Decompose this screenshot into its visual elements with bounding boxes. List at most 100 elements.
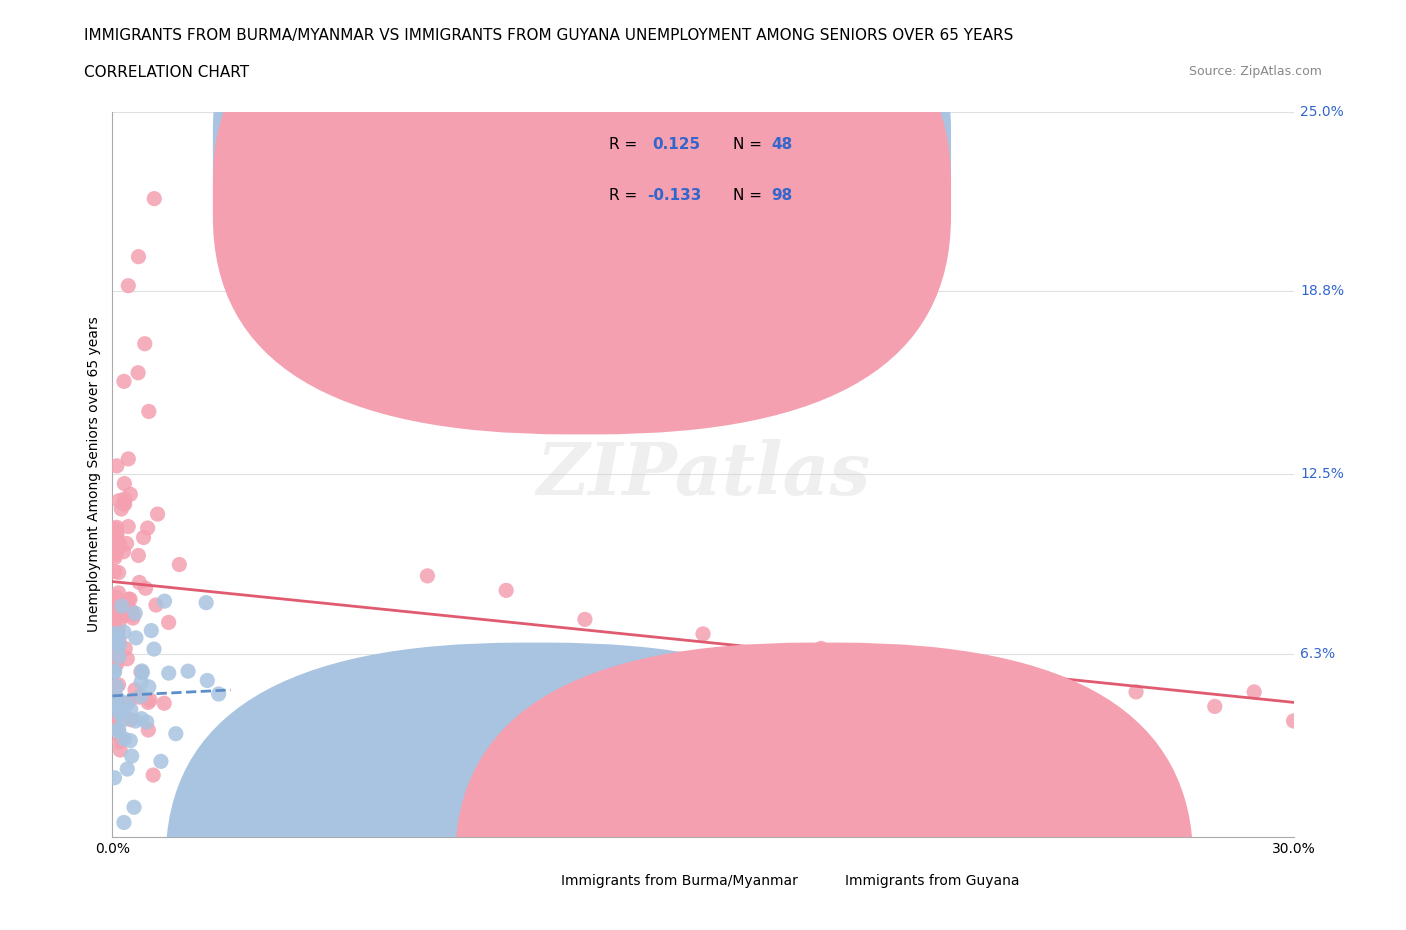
Immigrants from Burma/Myanmar <box>211 787 233 802</box>
Immigrants from Guyana <box>136 695 159 710</box>
Immigrants from Guyana <box>135 581 157 596</box>
Text: Source: ZipAtlas.com: Source: ZipAtlas.com <box>1188 65 1322 78</box>
Immigrants from Burma/Myanmar <box>125 631 148 645</box>
Immigrants from Burma/Myanmar <box>111 599 134 614</box>
FancyBboxPatch shape <box>456 643 1194 930</box>
Immigrants from Guyana <box>112 544 135 559</box>
Immigrants from Guyana <box>114 641 136 656</box>
Immigrants from Guyana <box>118 604 141 619</box>
Immigrants from Burma/Myanmar <box>149 754 172 769</box>
Immigrants from Guyana <box>107 677 129 692</box>
Immigrants from Burma/Myanmar <box>105 628 128 643</box>
Immigrants from Guyana <box>103 711 125 725</box>
Immigrants from Burma/Myanmar <box>117 762 139 777</box>
Immigrants from Guyana <box>142 767 165 782</box>
Immigrants from Burma/Myanmar <box>112 625 135 640</box>
Immigrants from Guyana <box>128 690 150 705</box>
Immigrants from Guyana <box>105 458 128 473</box>
Immigrants from Guyana <box>110 501 132 516</box>
Immigrants from Guyana <box>103 658 125 673</box>
Immigrants from Guyana <box>574 612 596 627</box>
Immigrants from Burma/Myanmar <box>108 707 131 722</box>
Immigrants from Burma/Myanmar <box>142 642 165 657</box>
Immigrants from Guyana <box>169 557 191 572</box>
Immigrants from Burma/Myanmar <box>208 686 231 701</box>
Immigrants from Burma/Myanmar <box>120 733 142 748</box>
Immigrants from Guyana <box>114 497 136 512</box>
FancyBboxPatch shape <box>212 0 950 384</box>
Y-axis label: Unemployment Among Seniors over 65 years: Unemployment Among Seniors over 65 years <box>87 316 101 632</box>
Text: N =: N = <box>733 188 766 203</box>
Immigrants from Guyana <box>134 337 156 352</box>
Immigrants from Guyana <box>120 712 142 727</box>
Immigrants from Guyana <box>112 496 135 511</box>
Immigrants from Burma/Myanmar <box>104 663 127 678</box>
Immigrants from Guyana <box>416 568 439 583</box>
Immigrants from Guyana <box>108 539 131 554</box>
Immigrants from Guyana <box>145 598 167 613</box>
FancyBboxPatch shape <box>537 123 928 249</box>
Immigrants from Guyana <box>103 533 125 548</box>
Immigrants from Guyana <box>1322 699 1344 714</box>
Immigrants from Guyana <box>112 608 135 623</box>
Immigrants from Burma/Myanmar <box>131 665 153 680</box>
Immigrants from Guyana <box>127 548 149 563</box>
Immigrants from Guyana <box>117 451 139 466</box>
Immigrants from Burma/Myanmar <box>195 673 218 688</box>
Immigrants from Guyana <box>117 696 139 711</box>
Immigrants from Burma/Myanmar <box>129 688 152 703</box>
Immigrants from Guyana <box>153 696 176 711</box>
Immigrants from Guyana <box>129 665 152 680</box>
Immigrants from Burma/Myanmar <box>108 649 131 664</box>
Immigrants from Guyana <box>127 365 149 380</box>
Immigrants from Guyana <box>117 278 139 293</box>
Immigrants from Guyana <box>107 586 129 601</box>
Immigrants from Guyana <box>103 548 125 563</box>
Immigrants from Guyana <box>136 521 159 536</box>
Immigrants from Guyana <box>104 718 127 733</box>
Text: Immigrants from Guyana: Immigrants from Guyana <box>845 873 1019 887</box>
Immigrants from Guyana <box>692 627 714 642</box>
Text: 18.8%: 18.8% <box>1301 285 1344 299</box>
Text: 98: 98 <box>772 188 793 203</box>
Immigrants from Guyana <box>108 493 131 508</box>
Immigrants from Burma/Myanmar <box>112 731 135 746</box>
Immigrants from Guyana <box>105 520 128 535</box>
Immigrants from Guyana <box>104 551 127 565</box>
Immigrants from Burma/Myanmar <box>107 702 129 717</box>
Immigrants from Guyana <box>105 679 128 694</box>
Immigrants from Burma/Myanmar <box>105 679 128 694</box>
Immigrants from Burma/Myanmar <box>107 724 129 738</box>
Immigrants from Guyana <box>103 521 125 536</box>
Immigrants from Burma/Myanmar <box>107 691 129 706</box>
Immigrants from Guyana <box>107 642 129 657</box>
Immigrants from Guyana <box>105 648 128 663</box>
Immigrants from Guyana <box>107 624 129 639</box>
Immigrants from Guyana <box>103 611 125 626</box>
Immigrants from Guyana <box>138 404 160 418</box>
Immigrants from Guyana <box>107 565 129 580</box>
Immigrants from Burma/Myanmar <box>141 623 163 638</box>
Immigrants from Guyana <box>108 632 131 647</box>
Text: IMMIGRANTS FROM BURMA/MYANMAR VS IMMIGRANTS FROM GUYANA UNEMPLOYMENT AMONG SENIO: IMMIGRANTS FROM BURMA/MYANMAR VS IMMIGRA… <box>84 28 1014 43</box>
Immigrants from Burma/Myanmar <box>112 815 135 830</box>
Immigrants from Guyana <box>132 530 155 545</box>
Immigrants from Burma/Myanmar <box>122 800 145 815</box>
FancyBboxPatch shape <box>166 643 904 930</box>
Immigrants from Guyana <box>127 249 149 264</box>
Immigrants from Guyana <box>103 610 125 625</box>
Immigrants from Guyana <box>108 735 131 750</box>
Text: -0.133: -0.133 <box>648 188 702 203</box>
Immigrants from Guyana <box>1125 684 1147 699</box>
Immigrants from Guyana <box>112 599 135 614</box>
Immigrants from Guyana <box>105 601 128 616</box>
Immigrants from Guyana <box>112 374 135 389</box>
Immigrants from Burma/Myanmar <box>104 637 127 652</box>
Immigrants from Guyana <box>103 565 125 579</box>
Text: 0.125: 0.125 <box>652 137 700 152</box>
Immigrants from Guyana <box>108 536 131 551</box>
Immigrants from Guyana <box>103 687 125 702</box>
Text: CORRELATION CHART: CORRELATION CHART <box>84 65 249 80</box>
Immigrants from Guyana <box>157 615 180 630</box>
Immigrants from Guyana <box>117 519 139 534</box>
